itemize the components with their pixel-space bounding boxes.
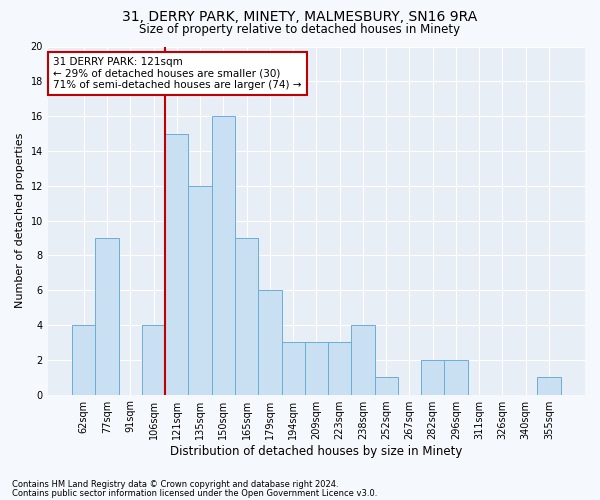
Bar <box>305 342 328 394</box>
Bar <box>445 360 467 394</box>
Bar <box>328 342 351 394</box>
Bar <box>258 290 281 395</box>
Bar <box>72 325 95 394</box>
X-axis label: Distribution of detached houses by size in Minety: Distribution of detached houses by size … <box>170 444 463 458</box>
Text: Contains public sector information licensed under the Open Government Licence v3: Contains public sector information licen… <box>12 488 377 498</box>
Bar <box>165 134 188 394</box>
Bar <box>351 325 374 394</box>
Text: 31 DERRY PARK: 121sqm
← 29% of detached houses are smaller (30)
71% of semi-deta: 31 DERRY PARK: 121sqm ← 29% of detached … <box>53 57 302 90</box>
Y-axis label: Number of detached properties: Number of detached properties <box>15 133 25 308</box>
Bar <box>188 186 212 394</box>
Bar <box>212 116 235 394</box>
Text: 31, DERRY PARK, MINETY, MALMESBURY, SN16 9RA: 31, DERRY PARK, MINETY, MALMESBURY, SN16… <box>122 10 478 24</box>
Bar <box>374 377 398 394</box>
Bar <box>235 238 258 394</box>
Text: Size of property relative to detached houses in Minety: Size of property relative to detached ho… <box>139 22 461 36</box>
Bar <box>95 238 119 394</box>
Bar <box>538 377 560 394</box>
Bar <box>421 360 445 394</box>
Text: Contains HM Land Registry data © Crown copyright and database right 2024.: Contains HM Land Registry data © Crown c… <box>12 480 338 489</box>
Bar <box>281 342 305 394</box>
Bar <box>142 325 165 394</box>
